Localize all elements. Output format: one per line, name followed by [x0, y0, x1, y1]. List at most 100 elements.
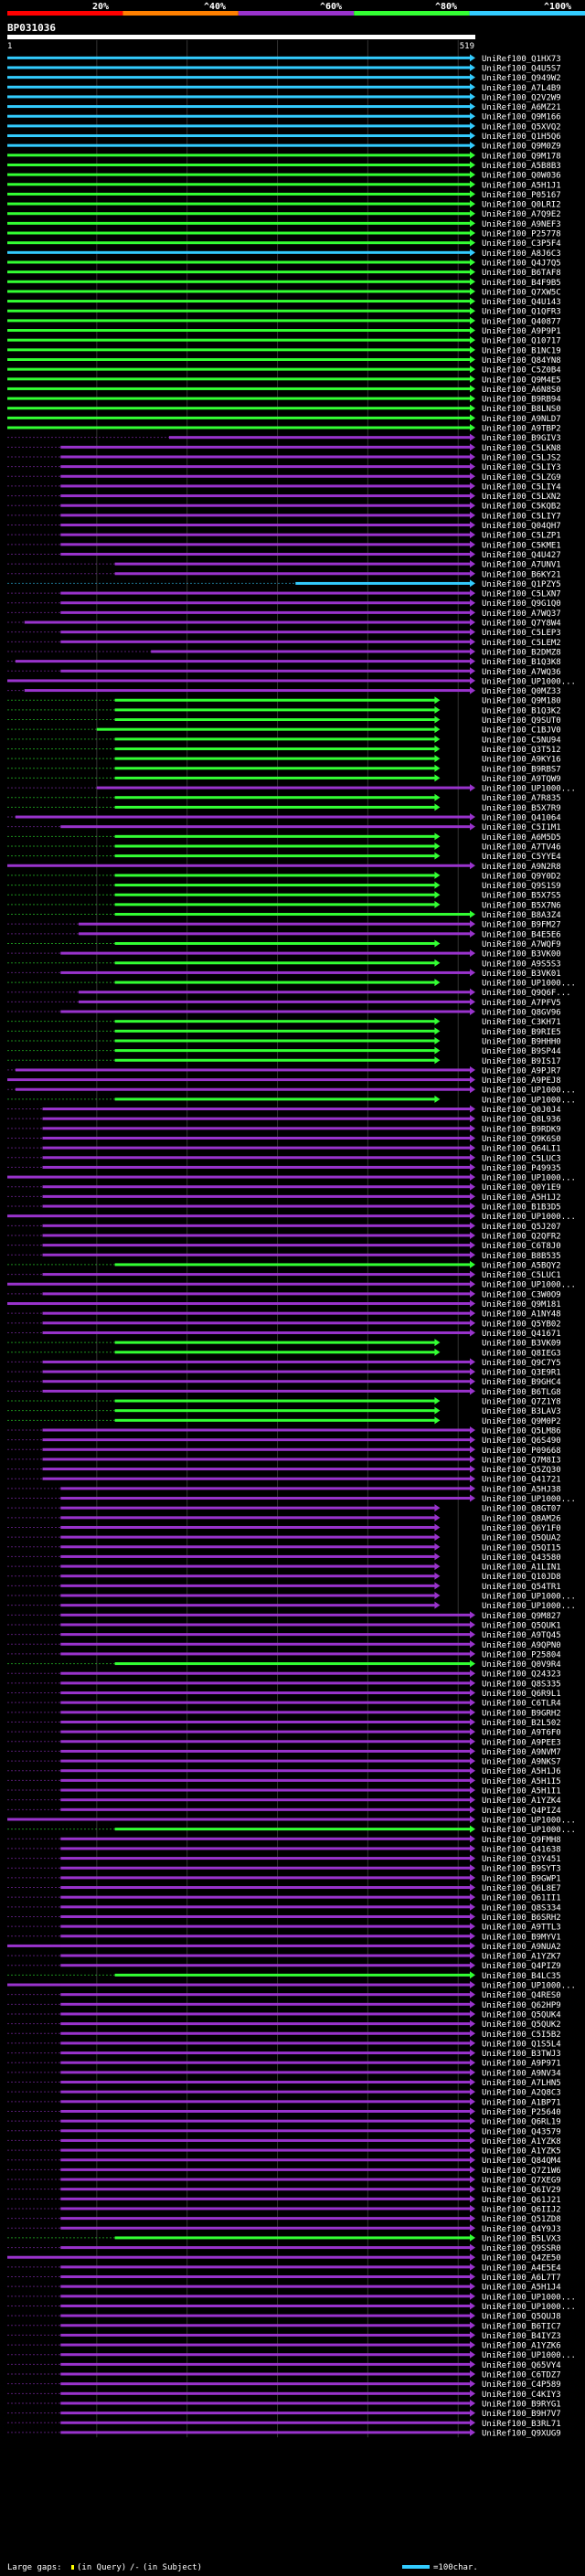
hit-arrowhead	[470, 784, 475, 792]
hit-arrowhead	[470, 1163, 475, 1171]
hit-bar	[114, 1049, 436, 1053]
hit-bar	[60, 1866, 472, 1870]
hit-arrowhead	[434, 1339, 441, 1347]
hit-bar	[60, 1671, 472, 1675]
hit-row: UniRef100_A9QPN0	[7, 1640, 561, 1650]
hit-arrowhead	[470, 1854, 475, 1862]
hit-label: UniRef100_UP1000...	[482, 785, 576, 794]
hit-row: UniRef100_Q0Y1E9	[7, 1182, 561, 1193]
hit-bar	[60, 2226, 472, 2230]
hit-arrowhead	[470, 988, 475, 996]
hit-label: UniRef100_Q9M166	[482, 113, 561, 122]
hit-row: UniRef100_A1YZK6	[7, 2341, 561, 2351]
hit-arrowhead	[470, 355, 475, 364]
hit-bar	[60, 640, 472, 643]
hit-bar	[7, 1282, 471, 1286]
hit-label: UniRef100_A5H1I1	[482, 1787, 561, 1797]
hit-row: UniRef100_A5HJ38	[7, 1484, 561, 1494]
hit-row: UniRef100_C3KH71	[7, 1017, 561, 1027]
hit-arrowhead	[470, 1222, 475, 1230]
chart-title: BP031036	[7, 22, 56, 34]
hit-bar	[60, 455, 472, 459]
hit-arrowhead	[470, 2321, 475, 2329]
query-start-label: 1	[7, 42, 12, 51]
hit-label: UniRef100_A9NUA2	[482, 1943, 561, 1952]
hit-label: UniRef100_A9NEF3	[482, 220, 561, 229]
hit-label: UniRef100_Q0J0J4	[482, 1106, 561, 1115]
hit-arrowhead	[470, 1649, 475, 1658]
hit-arrowhead	[470, 969, 475, 977]
hit-label: UniRef100_A9P9P1	[482, 327, 561, 336]
hit-row: UniRef100_C5LXN2	[7, 492, 561, 502]
hit-arrowhead	[470, 462, 475, 471]
hit-row: UniRef100_Q1QFR3	[7, 307, 561, 317]
hit-label: UniRef100_Q8GV96	[482, 1009, 561, 1018]
hit-bar	[42, 1127, 471, 1130]
hit-bar	[114, 884, 436, 887]
hit-label: UniRef100_P25778	[482, 230, 561, 239]
hit-arrowhead	[470, 1932, 475, 1940]
hit-row: UniRef100_Q41638	[7, 1844, 561, 1854]
hit-bar	[7, 338, 471, 342]
hit-label: UniRef100_A9NLD7	[482, 415, 561, 424]
hit-label: UniRef100_Q8S334	[482, 1903, 561, 1913]
hit-bar	[7, 105, 471, 109]
hit-arrowhead	[470, 1766, 475, 1775]
hit-bar	[114, 796, 436, 800]
hit-bar	[7, 85, 471, 89]
hit-row: UniRef100_A1YZK4	[7, 1796, 561, 1806]
hit-arrowhead	[470, 949, 475, 958]
hit-label: UniRef100_P25640	[482, 2108, 561, 2117]
hit-row: UniRef100_B8A3Z4	[7, 910, 561, 920]
hit-label: UniRef100_Q51ZD8	[482, 2215, 561, 2224]
hit-bar	[60, 2382, 472, 2386]
hit-label: UniRef100_Q1H5Q6	[482, 133, 561, 142]
hit-bar	[60, 1788, 472, 1792]
hit-label: UniRef100_B6SRH2	[482, 1913, 561, 1923]
hit-bar	[7, 319, 471, 323]
hit-bar	[42, 1330, 471, 1334]
hit-arrowhead	[470, 531, 475, 539]
hit-label: UniRef100_P05167	[482, 191, 561, 200]
hit-label: UniRef100_C1BJV0	[482, 726, 561, 736]
hit-bar	[60, 1691, 472, 1695]
hit-bar	[7, 221, 471, 225]
hit-row: UniRef100_A6MZ21	[7, 102, 561, 112]
hit-arrowhead	[470, 209, 475, 217]
hit-label: UniRef100_Q4Y9J3	[482, 2225, 561, 2234]
hit-row: UniRef100_A9TTL3	[7, 1923, 561, 1933]
hit-arrowhead	[470, 2185, 475, 2193]
hit-row: UniRef100_P25640	[7, 2107, 561, 2117]
hit-bar	[7, 134, 471, 138]
hit-row: UniRef100_B3VK01	[7, 969, 561, 979]
hit-label: UniRef100_B9RDK9	[482, 1125, 561, 1134]
hit-label: UniRef100_Q7Y8W4	[482, 620, 561, 629]
hit-label: UniRef100_A9QPN0	[482, 1641, 561, 1650]
hit-row: UniRef100_Q0J0J4	[7, 1105, 561, 1115]
hit-arrowhead	[470, 92, 475, 101]
hit-label: UniRef100_B2DMZ8	[482, 648, 561, 657]
hit-bar	[7, 231, 471, 235]
hit-label: UniRef100_Q0LRI2	[482, 201, 561, 210]
hit-bar	[60, 1905, 472, 1909]
hit-arrowhead	[470, 2176, 475, 2184]
hit-bar	[42, 1477, 471, 1480]
hit-arrowhead	[434, 1056, 441, 1065]
hit-row: UniRef100_Q4RES0	[7, 1990, 561, 2000]
hit-arrowhead	[470, 1076, 475, 1084]
hit-label: UniRef100_A1BP71	[482, 2098, 561, 2107]
hit-bar	[7, 367, 471, 371]
hit-bar	[60, 2178, 472, 2181]
hit-row: UniRef100_Q84QM4	[7, 2156, 561, 2166]
hit-label: UniRef100_Q4PIZ9	[482, 1962, 561, 1971]
hit-label: UniRef100_C5LIY4	[482, 482, 561, 492]
hit-arrowhead	[470, 1465, 475, 1473]
hit-label: UniRef100_Q9C7Y5	[482, 1359, 561, 1368]
hit-row: UniRef100_B9GWP1	[7, 1873, 561, 1883]
hit-bar	[60, 1798, 472, 1802]
hit-row: UniRef100_A7TV46	[7, 842, 561, 852]
hit-arrowhead	[470, 2078, 475, 2086]
hit-arrowhead	[470, 929, 475, 938]
hit-bar	[114, 1097, 436, 1101]
hit-label: UniRef100_A5H1J1	[482, 181, 561, 190]
